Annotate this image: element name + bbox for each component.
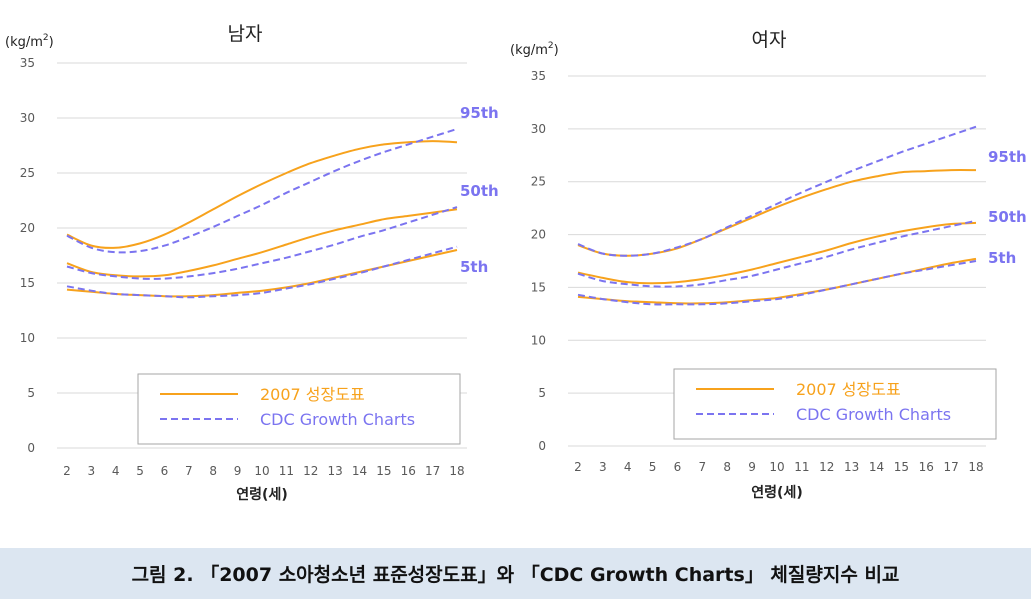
y-tick-label: 35	[531, 69, 546, 83]
x-tick-label: 4	[624, 460, 632, 474]
x-tick-label: 17	[943, 460, 958, 474]
chart-panel-2: 0 5 10 15 20 25 30 35 2 3 4 5 6 7 8 9 10 11 12 13 14 15 16 17 18…	[510, 29, 1027, 501]
study-series-line-5th	[577, 257, 977, 305]
percentile-label-5th: 5th	[988, 249, 1016, 267]
percentile-label-95th: 95th	[988, 148, 1027, 166]
x-tick-label: 6	[674, 460, 682, 474]
y-tick-label: 0	[27, 441, 35, 455]
x-tick-label: 13	[327, 464, 342, 478]
y-tick-label: 0	[538, 439, 546, 453]
x-tick-label: 12	[819, 460, 834, 474]
study-series-line-95th	[66, 140, 458, 249]
x-tick-label: 15	[376, 464, 391, 478]
x-tick-label: 2	[574, 460, 582, 474]
cdc-series-line-50th	[66, 206, 458, 280]
x-tick-label: 5	[136, 464, 144, 478]
x-tick-label: 13	[844, 460, 859, 474]
percentile-label-95th: 95th	[460, 104, 499, 122]
y-tick-label: 25	[20, 166, 35, 180]
x-tick-label: 4	[112, 464, 120, 478]
y-axis-label-main: (kg/m	[5, 35, 43, 50]
study-series-line-50th	[66, 208, 458, 278]
y-tick-label: 20	[531, 228, 546, 242]
y-tick-label: 15	[531, 280, 546, 294]
x-tick-label: 3	[88, 464, 96, 478]
study-series-line-5th	[66, 249, 458, 298]
y-axis-label: (kg/m2)	[5, 33, 54, 50]
x-tick-label: 11	[794, 460, 809, 474]
cdc-series-line-95th	[577, 125, 977, 257]
percentile-label-50th: 50th	[988, 208, 1027, 226]
y-tick-label: 25	[531, 175, 546, 189]
y-tick-label: 10	[531, 333, 546, 347]
x-tick-label: 14	[352, 464, 367, 478]
x-tick-label: 12	[303, 464, 318, 478]
x-tick-label: 8	[723, 460, 731, 474]
legend-box	[137, 373, 461, 445]
study-series-line-95th	[577, 169, 977, 257]
x-tick-label: 9	[234, 464, 242, 478]
chart-title: 남자	[228, 23, 263, 45]
x-tick-label: 6	[161, 464, 169, 478]
x-tick-label: 11	[279, 464, 294, 478]
legend-study-label: 2007 성장도표	[796, 380, 901, 399]
y-axis-label-sup: 2	[548, 41, 554, 51]
x-tick-label: 7	[185, 464, 193, 478]
cdc-series-line-5th	[66, 245, 458, 299]
y-axis-label-sup: 2	[43, 33, 49, 43]
percentile-label-5th: 5th	[460, 258, 488, 276]
figure-caption-bar: 그림 2. 「2007 소아청소년 표준성장도표」와 「CDC Growth C…	[0, 548, 1031, 599]
study-series-line-50th	[577, 221, 977, 285]
y-axis-label-main: (kg/m	[510, 43, 548, 58]
cdc-series-line-5th	[577, 260, 977, 306]
y-tick-label: 35	[20, 56, 35, 70]
chart-panel-1: 0 5 10 15 20 25 30 35 2 3 4 5 6 7 8 9 10 11 12 13 14 15 16 17 18…	[5, 23, 499, 503]
y-tick-label: 15	[20, 276, 35, 290]
y-tick-label: 5	[27, 386, 35, 400]
x-tick-label: 5	[649, 460, 657, 474]
cdc-series-line-95th	[66, 128, 458, 254]
x-tick-label: 3	[599, 460, 607, 474]
cdc-series-line-50th	[577, 219, 977, 288]
legend-cdc-label: CDC Growth Charts	[796, 405, 951, 424]
y-axis-label-close: )	[554, 43, 559, 58]
x-tick-label: 16	[401, 464, 416, 478]
x-tick-label: 7	[699, 460, 707, 474]
x-tick-label: 2	[63, 464, 71, 478]
x-tick-label: 17	[425, 464, 440, 478]
x-axis-label: 연령(세)	[236, 487, 287, 503]
x-axis-label: 연령(세)	[751, 485, 802, 501]
y-tick-label: 5	[538, 386, 546, 400]
figure-caption: 그림 2. 「2007 소아청소년 표준성장도표」와 「CDC Growth C…	[131, 564, 900, 586]
chart-title: 여자	[752, 29, 787, 51]
y-tick-label: 30	[20, 111, 35, 125]
y-tick-label: 20	[20, 221, 35, 235]
x-tick-label: 10	[254, 464, 269, 478]
x-tick-label: 8	[209, 464, 217, 478]
legend-cdc-label: CDC Growth Charts	[260, 410, 415, 429]
x-tick-label: 14	[869, 460, 884, 474]
x-tick-label: 9	[748, 460, 756, 474]
y-axis-label: (kg/m2)	[510, 41, 559, 58]
percentile-label-50th: 50th	[460, 182, 499, 200]
x-tick-label: 18	[968, 460, 983, 474]
x-tick-label: 18	[449, 464, 464, 478]
legend-box	[673, 368, 997, 440]
x-tick-label: 10	[769, 460, 784, 474]
y-tick-label: 10	[20, 331, 35, 345]
x-tick-label: 16	[919, 460, 934, 474]
y-axis-label-close: )	[49, 35, 54, 50]
legend-study-label: 2007 성장도표	[260, 385, 365, 404]
x-tick-label: 15	[894, 460, 909, 474]
y-tick-label: 30	[531, 122, 546, 136]
